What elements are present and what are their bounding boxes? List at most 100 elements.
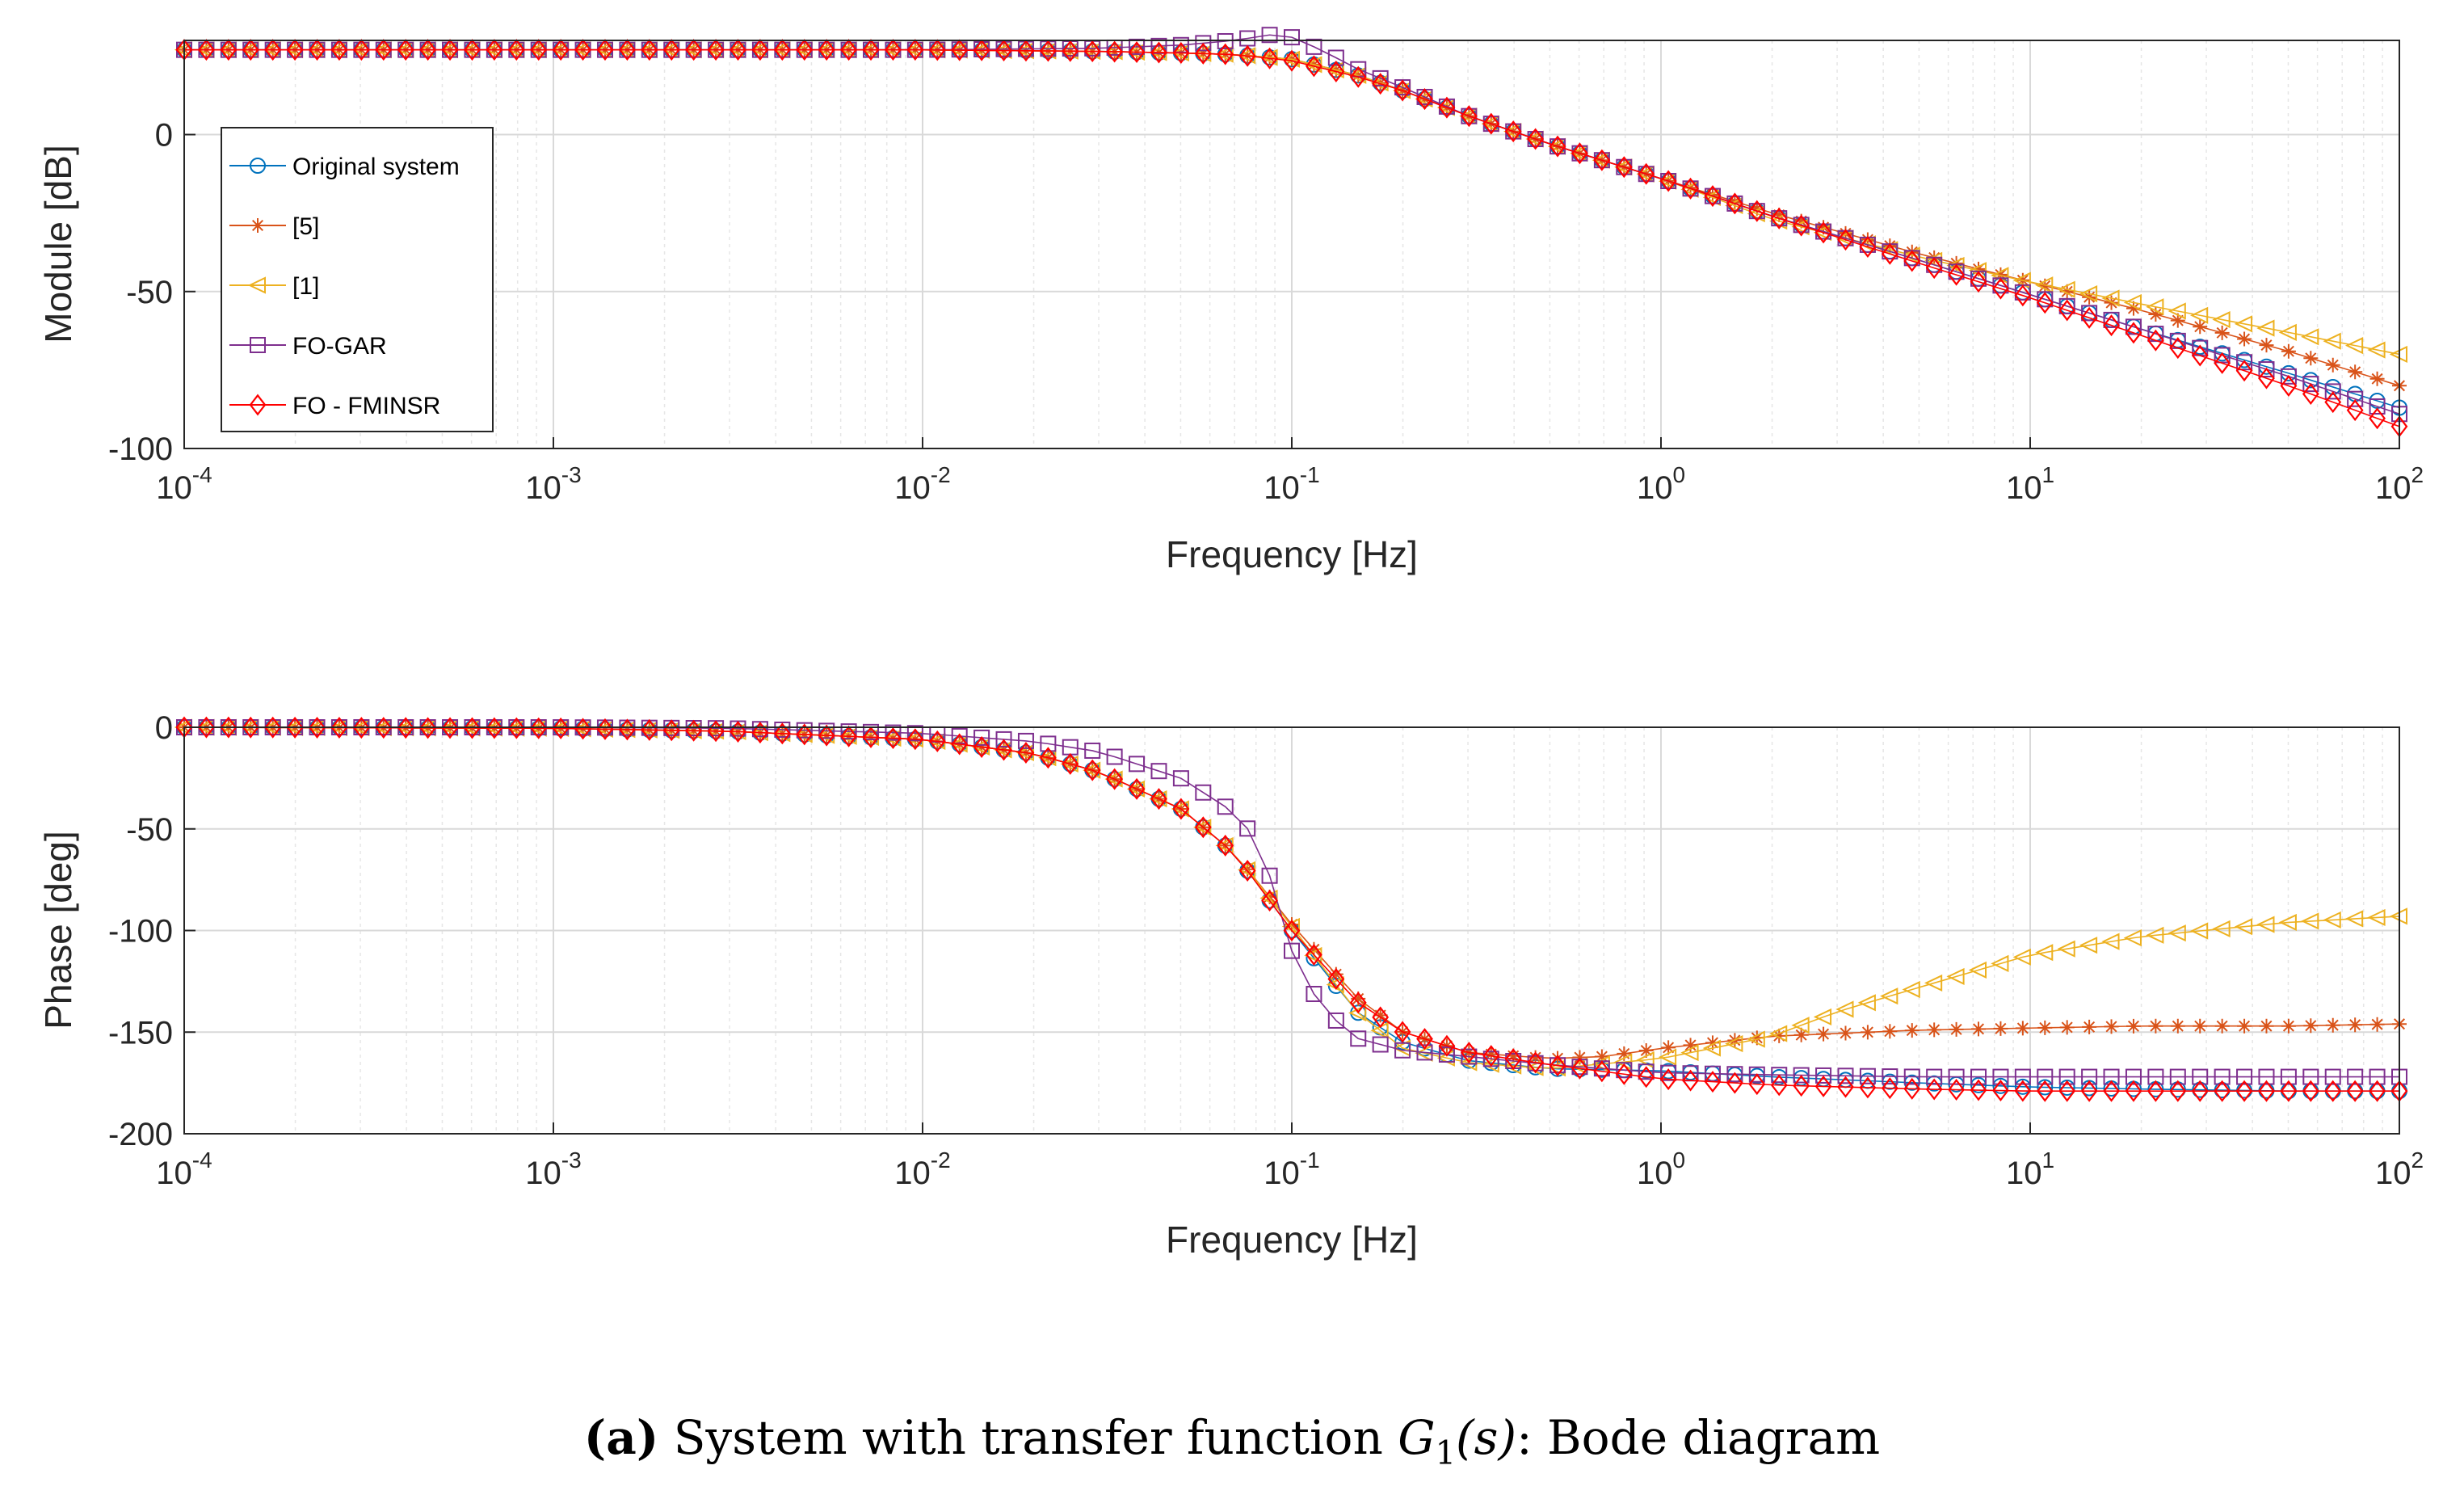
data-point — [2058, 297, 2075, 314]
x-tick-label: 10-1 — [1264, 1147, 1319, 1191]
data-point — [1150, 763, 1167, 780]
data-point — [2126, 301, 2141, 316]
data-point — [1949, 255, 1964, 271]
data-point — [2081, 1068, 2098, 1085]
data-point — [1970, 271, 1987, 293]
data-point — [1682, 177, 1699, 200]
data-point — [1636, 1051, 1655, 1069]
data-point — [2324, 383, 2341, 400]
data-point — [1616, 1062, 1633, 1079]
data-point — [1859, 235, 1877, 258]
data-point — [1993, 267, 2008, 282]
y-tick-label: -200 — [108, 1117, 173, 1152]
data-point — [1992, 1077, 2009, 1094]
data-point — [596, 718, 614, 740]
data-point — [2057, 940, 2075, 958]
data-point — [2280, 374, 2298, 397]
data-point — [220, 716, 238, 739]
data-point — [1925, 1078, 1943, 1101]
data-point — [1372, 1036, 1389, 1053]
caption-math-arg: (s) — [1456, 1410, 1517, 1465]
data-point — [1993, 1021, 2008, 1036]
data-point — [951, 39, 969, 61]
data-point — [1460, 1042, 1478, 1064]
data-point — [1593, 149, 1611, 171]
data-point — [862, 39, 880, 61]
data-point — [1816, 1026, 1831, 1042]
data-point — [2367, 908, 2386, 926]
y-tick-label: 0 — [155, 710, 173, 746]
data-point — [2101, 933, 2120, 950]
data-point — [2147, 1068, 2164, 1085]
data-point — [840, 725, 857, 747]
data-point — [2258, 361, 2275, 378]
data-point — [1815, 1067, 1832, 1084]
data-point — [973, 729, 990, 746]
data-point — [1837, 1067, 1854, 1084]
data-point — [973, 735, 990, 758]
data-point — [1306, 38, 1322, 55]
data-point — [1749, 1030, 1764, 1046]
data-point — [198, 39, 215, 61]
data-point — [1438, 1046, 1455, 1063]
x-tick-label: 10-4 — [156, 1147, 212, 1191]
data-point — [2103, 311, 2120, 328]
data-point — [1195, 35, 1212, 52]
data-point — [2302, 383, 2319, 406]
data-point — [1084, 742, 1101, 759]
data-point — [1970, 1068, 1987, 1085]
data-point — [885, 727, 902, 750]
data-point — [1837, 1076, 1854, 1098]
data-point — [1284, 942, 1300, 959]
data-point — [1859, 1076, 1877, 1099]
data-point — [574, 39, 591, 61]
data-point — [1638, 1066, 1655, 1088]
data-point — [1970, 1079, 1987, 1101]
data-point — [2346, 1080, 2364, 1102]
data-point — [2212, 920, 2231, 937]
data-point — [2303, 351, 2319, 366]
y-tick-label: -100 — [108, 432, 173, 467]
y-tick-label: -50 — [126, 812, 173, 848]
data-point — [441, 39, 459, 61]
data-point — [1150, 788, 1167, 811]
data-point — [2348, 364, 2363, 380]
data-point — [1506, 1048, 1521, 1063]
data-point — [2369, 1080, 2386, 1102]
data-point — [1349, 65, 1367, 88]
data-point — [973, 39, 990, 61]
data-point — [1306, 55, 1322, 78]
data-point — [1195, 784, 1212, 801]
data-point — [1726, 1066, 1743, 1083]
data-point — [1394, 1021, 1411, 1043]
data-point — [2323, 332, 2341, 350]
data-point — [464, 39, 481, 61]
data-point — [1726, 1072, 1743, 1094]
data-point — [2192, 1068, 2209, 1085]
legend-box — [221, 127, 494, 432]
data-point — [1793, 214, 1810, 237]
data-point — [2104, 1019, 2119, 1034]
data-point — [1128, 777, 1146, 800]
data-point — [1660, 1064, 1677, 1081]
data-point — [2012, 948, 2031, 966]
data-point — [507, 717, 525, 739]
data-point — [1638, 162, 1655, 185]
data-point — [2235, 1080, 2253, 1102]
data-point — [1039, 747, 1057, 769]
data-point — [2281, 1018, 2296, 1034]
data-point — [2125, 1068, 2142, 1085]
data-point — [1106, 768, 1124, 790]
data-point — [1527, 1051, 1545, 1074]
legend-marker-original — [250, 158, 266, 174]
data-point — [2258, 1080, 2275, 1102]
data-point — [2280, 1080, 2298, 1102]
data-point — [2148, 1018, 2163, 1034]
data-point — [2057, 280, 2075, 298]
x-tick-label: 100 — [1637, 1147, 1685, 1191]
data-point — [1372, 73, 1390, 95]
data-point — [796, 723, 814, 746]
data-point — [2278, 323, 2297, 341]
data-point — [796, 722, 813, 739]
data-point — [2214, 347, 2231, 364]
